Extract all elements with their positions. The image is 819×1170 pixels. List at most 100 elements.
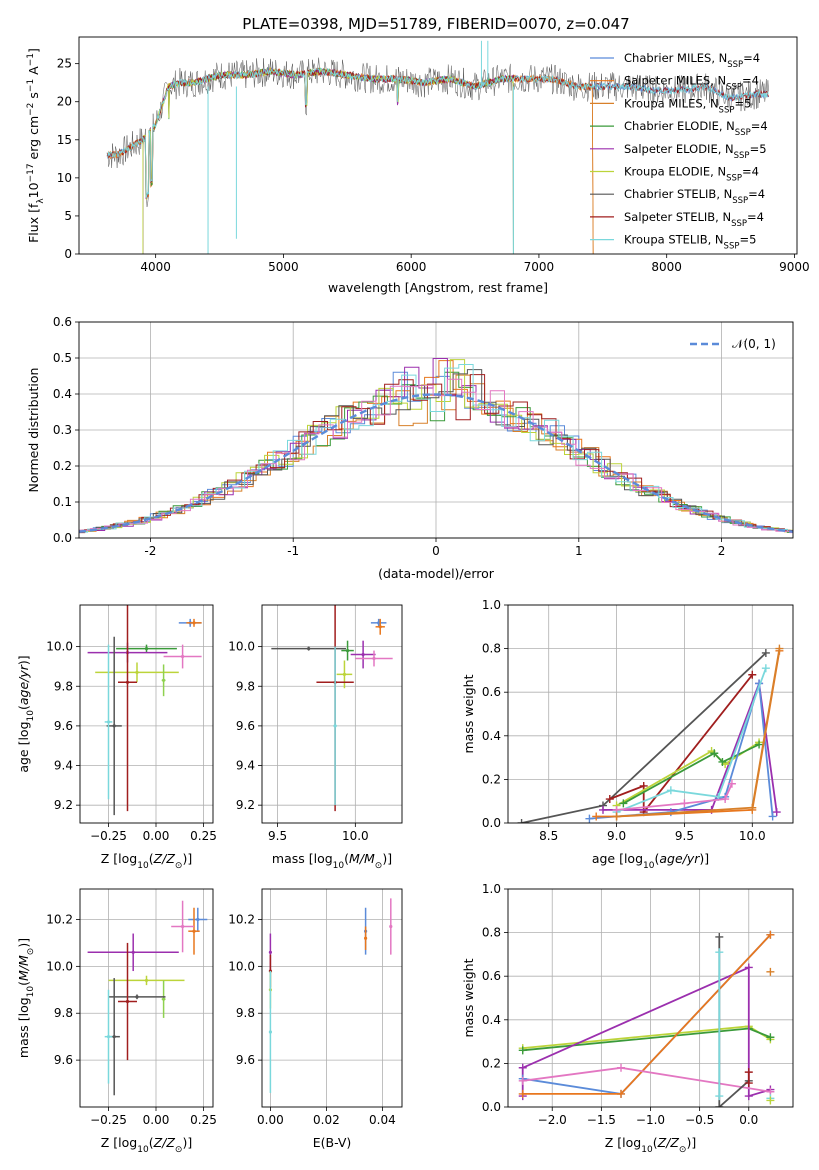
legend-text: Kroupa STELIB, N	[624, 233, 724, 247]
label-part: (	[653, 1135, 658, 1150]
x-tick-label: 0	[432, 544, 440, 558]
legend-n: =4	[751, 119, 768, 133]
y-tick-label: 0.2	[53, 459, 72, 473]
x-tick-label: 10.0	[739, 829, 766, 843]
data-point	[162, 997, 166, 1001]
x-tick-label: 1	[575, 544, 583, 558]
y-tick-label: 9.2	[236, 798, 255, 812]
label-part: (	[149, 1135, 154, 1150]
legend-label: Kroupa STELIB, NSSP=5	[624, 233, 756, 252]
plot-area	[518, 930, 775, 1107]
y-tick-label: 9.6	[54, 719, 73, 733]
label-part: )]	[686, 1135, 696, 1150]
y-tick-label: 0.4	[482, 729, 501, 743]
axes-frame	[261, 888, 403, 1108]
y-tick-label: 10	[57, 171, 72, 185]
legend-text: Chabrier MILES, N	[624, 51, 727, 65]
label-part: )]	[16, 655, 31, 665]
x-tick-label: -2	[144, 544, 156, 558]
data-point	[125, 680, 130, 684]
x-tick-label: −1.5	[587, 1113, 616, 1127]
label-part: 10	[333, 861, 345, 871]
label-part: ⊙	[175, 861, 183, 871]
weight-marker	[518, 1089, 527, 1098]
y-axis-label: Flux [fλ10−17 erg cm−2 s−1 A−1]	[26, 48, 46, 243]
weight-marker	[766, 1096, 775, 1105]
y-tick-label: 25	[57, 57, 72, 71]
data-point	[333, 724, 337, 728]
weight-marker	[585, 814, 594, 823]
label-part: age [log	[592, 851, 643, 866]
label-part: ⊙	[26, 948, 36, 956]
weight-marker	[617, 1089, 626, 1098]
x-axis-label: Z [log10(Z/Z⊙)]	[101, 1135, 192, 1155]
x-tick-label: 9.5	[268, 829, 287, 843]
x-tick-label: 0.04	[369, 1113, 396, 1127]
weight-marker	[768, 812, 777, 821]
y-tick-label: 0.0	[53, 531, 72, 545]
y-tick-label: 10.0	[46, 959, 73, 973]
x-axis-label: E(B-V)	[313, 1135, 352, 1150]
data-point	[112, 1035, 116, 1039]
label-part: mass weight	[461, 958, 476, 1037]
legend-n: =4	[748, 187, 765, 201]
data-point	[372, 656, 376, 661]
y-tick-label: 0.0	[482, 1100, 501, 1114]
weight-marker	[710, 749, 719, 758]
weight-line	[603, 683, 778, 813]
legend-sub: SSP	[726, 174, 742, 184]
label-part: 10	[26, 710, 36, 722]
y-tick-label: 9.4	[54, 759, 73, 773]
x-tick-label: −0.25	[90, 1113, 127, 1127]
x-tick-label: 6000	[396, 260, 427, 274]
y-tick-label: 9.2	[54, 798, 73, 812]
axes-frame	[79, 888, 214, 1108]
weight-marker	[715, 932, 724, 941]
x-tick-label: 0.25	[190, 1113, 217, 1127]
plot-area	[79, 358, 793, 534]
label-part: M/M	[349, 851, 375, 866]
data-point	[364, 936, 368, 940]
massweight_vs_age-panel: 8.5 9.0 9.5 10.0 0.0 0.2 0.4 0.6 0.8 1.0 age [log1…	[461, 598, 794, 871]
y-tick-label: 0.2	[482, 772, 501, 786]
y-axis-label: mass weight	[461, 674, 476, 753]
plot-area	[106, 40, 769, 254]
x-tick-label: −0.25	[90, 829, 127, 843]
data-point	[196, 917, 200, 922]
figure-title: PLATE=0398, MJD=51789, FIBERID=0070, z=0…	[242, 15, 629, 33]
label-part: mass weight	[461, 674, 476, 753]
legend-label: Salpeter MILES, NSSP=4	[624, 74, 759, 93]
label-part: ⊙	[175, 1145, 183, 1155]
y-tick-label: 1.0	[482, 598, 501, 612]
y-tick-label: 0.3	[53, 423, 72, 437]
y-tick-label: 10.2	[46, 912, 73, 926]
weight-marker	[761, 648, 770, 657]
weight-line	[616, 783, 733, 811]
legend-n: =5	[734, 96, 751, 110]
x-tick-label: 4000	[140, 260, 171, 274]
weight-marker	[639, 781, 648, 790]
y-tick-label: 0	[64, 247, 72, 261]
label-part: 10	[26, 986, 36, 998]
y-tick-label: 5	[64, 209, 72, 223]
legend-label: Chabrier ELODIE, NSSP=4	[624, 119, 768, 138]
legend-text: Salpeter MILES, N	[624, 74, 726, 88]
legend-text: Salpeter ELODIE, N	[624, 142, 734, 156]
plot-area	[271, 605, 393, 812]
data-point	[144, 978, 149, 983]
x-axis-label: wavelength [Angstrom, rest frame]	[328, 280, 548, 295]
legend-text: Chabrier STELIB, N	[624, 187, 732, 201]
y-tick-label: 9.8	[54, 1006, 73, 1020]
age_vs_Z-panel: −0.25 0.00 0.259.29.49.69.810.0Z [log10(Z/…	[16, 604, 217, 871]
data-point	[131, 950, 135, 954]
mass_vs_ebv-panel: 0.00 0.02 0.04 9.6 9.8 10.0 10.2 E(B-V)	[228, 888, 403, 1150]
label-part: Normed distribution	[26, 368, 41, 493]
data-point	[342, 672, 347, 676]
label-part: 10	[137, 861, 149, 871]
data-point	[181, 924, 185, 929]
y-tick-label: 0.6	[482, 685, 501, 699]
y-tick-label: 0.6	[482, 969, 501, 983]
data-point	[378, 625, 382, 629]
weight-line	[609, 674, 754, 815]
y-tick-label: 1.0	[482, 882, 501, 896]
